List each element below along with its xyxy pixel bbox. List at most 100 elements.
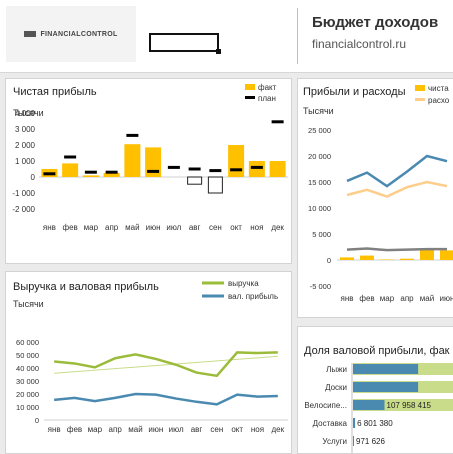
y-tick-label: 20 000 — [308, 152, 331, 161]
x-tick-label: мар — [380, 294, 395, 303]
loss-box — [187, 176, 203, 185]
page-title: Бюджет доходов — [312, 14, 439, 31]
revenue-legend: выручка вал. прибыль — [202, 279, 278, 301]
category-label: Лыжи — [326, 365, 347, 374]
x-tick-label: июн — [146, 223, 161, 232]
x-tick-label: дек — [271, 223, 284, 232]
y-tick-label: 40 000 — [16, 364, 39, 373]
data-label: 6 801 380 — [357, 419, 393, 428]
profit-expenses-title: Прибыли и расходы — [303, 86, 406, 98]
legend-plan-label: план — [258, 94, 276, 103]
plan-marker — [230, 168, 243, 172]
share-bar — [353, 364, 419, 374]
revenue-trendline — [54, 355, 278, 374]
x-tick-label: апр — [109, 425, 123, 434]
y-tick-label: 5 000 — [312, 230, 331, 239]
revenue-chart-panel[interactable]: Выручка и валовая прибыль Тысячи выручка… — [5, 271, 292, 454]
x-tick-label: июл — [166, 223, 181, 232]
net-profit-chart-panel[interactable]: Чистая прибыль Тысячи факт план 4 000 3 0… — [5, 78, 292, 264]
y-tick-label: 10 000 — [308, 204, 331, 213]
y-tick-label: 0 — [35, 416, 39, 425]
revenue-unit: Тысячи — [13, 299, 44, 309]
revenue-chart: выручка вал. прибыль 60 000 50 000 40 000 3… — [16, 279, 288, 434]
category-label: Доски — [325, 383, 347, 392]
x-tick-label: окт — [231, 425, 243, 434]
header-divider — [297, 8, 298, 64]
plan-marker — [105, 170, 118, 174]
y-tick-label: 0 — [31, 173, 36, 182]
series-line — [54, 392, 278, 406]
net-profit-bar — [340, 257, 354, 260]
x-tick-label: янв — [48, 425, 61, 434]
gross-share-chart-panel[interactable]: Доля валовой прибыли, фак Лыжи Доски Велос… — [297, 326, 453, 454]
share-bar — [353, 382, 419, 392]
plan-marker — [188, 167, 201, 171]
y-tick-label: 0 — [327, 256, 331, 265]
fact-bar — [103, 173, 120, 177]
x-tick-label: сен — [209, 223, 222, 232]
series-line — [54, 351, 278, 378]
x-tick-label: май — [128, 425, 142, 434]
data-label: 107 958 415 — [387, 401, 432, 410]
net-profit-bar — [400, 258, 414, 260]
y-tick-label: -2 000 — [12, 205, 35, 214]
x-tick-label: янв — [43, 223, 56, 232]
net-profit-chart: факт план 4 000 3 000 2 000 1 000 0 -1 000 -2 … — [12, 83, 288, 232]
x-tick-label: мар — [88, 425, 103, 434]
x-tick-label: мар — [84, 223, 99, 232]
series-line — [346, 180, 448, 198]
selected-cell[interactable] — [149, 33, 219, 52]
profit-expenses-chart: чиста расхо 25 000 20 000 15 000 10 000 5 00… — [308, 84, 453, 303]
x-tick-label: июн — [148, 425, 163, 434]
y-tick-label: 50 000 — [16, 351, 39, 360]
logo-text: FINANCIALCONTROL — [40, 30, 118, 38]
data-label: 971 626 — [356, 437, 385, 446]
fill-handle[interactable] — [216, 49, 221, 54]
company-logo: FINANCIALCONTROL — [6, 6, 136, 62]
x-tick-label: апр — [400, 294, 414, 303]
page-subtitle: financialcontrol.ru — [312, 37, 407, 51]
gross-share-title: Доля валовой прибыли, фак — [304, 345, 450, 357]
legend-fact-swatch — [245, 84, 255, 90]
y-tick-label: 10 000 — [16, 403, 39, 412]
y-tick-label: 20 000 — [16, 390, 39, 399]
category-label: Доставка — [313, 419, 348, 428]
category-label: Велосипе... — [304, 401, 347, 410]
legend-expense-label: расхо — [428, 96, 450, 105]
x-tick-label: авг — [189, 223, 201, 232]
x-tick-label: фев — [62, 223, 77, 232]
legend-plan-swatch — [245, 96, 255, 99]
plan-marker — [167, 165, 180, 169]
y-tick-label: 25 000 — [308, 126, 331, 135]
x-tick-label: окт — [230, 223, 242, 232]
header-bar: FINANCIALCONTROL Бюджет доходов financia… — [0, 0, 453, 73]
plan-marker — [43, 172, 56, 176]
gross-share-chart: Лыжи Доски Велосипе... 107 958 415 Доставка 6… — [304, 363, 453, 453]
y-tick-label: 4 000 — [15, 109, 36, 118]
revenue-title: Выручка и валовая прибыль — [13, 281, 159, 293]
category-label: Услуги — [322, 437, 347, 446]
y-tick-label: 3 000 — [15, 125, 36, 134]
logo-icon — [24, 31, 37, 37]
y-tick-label: 60 000 — [16, 338, 39, 347]
x-tick-label: фев — [67, 425, 82, 434]
legend-expense-swatch — [415, 98, 425, 101]
profit-expenses-chart-panel[interactable]: Прибыли и расходы Тысячи чиста расхо 25 … — [297, 78, 453, 318]
net-profit-title: Чистая прибыль — [13, 86, 97, 98]
fact-bar — [228, 145, 245, 177]
x-tick-label: дек — [272, 425, 285, 434]
plan-marker — [64, 155, 77, 159]
x-tick-label: апр — [105, 223, 119, 232]
fact-bar — [124, 144, 141, 177]
plan-marker — [250, 165, 263, 169]
series-line — [346, 247, 447, 252]
x-tick-label: фев — [359, 294, 374, 303]
y-tick-label: -1 000 — [12, 189, 35, 198]
net-profit-bar — [360, 255, 374, 260]
y-tick-label: -5 000 — [310, 282, 331, 291]
x-tick-label: май — [125, 223, 139, 232]
x-tick-label: авг — [191, 425, 203, 434]
net-profit-legend: факт план — [245, 83, 277, 103]
plan-marker — [271, 120, 284, 124]
legend-net-swatch — [415, 85, 425, 91]
